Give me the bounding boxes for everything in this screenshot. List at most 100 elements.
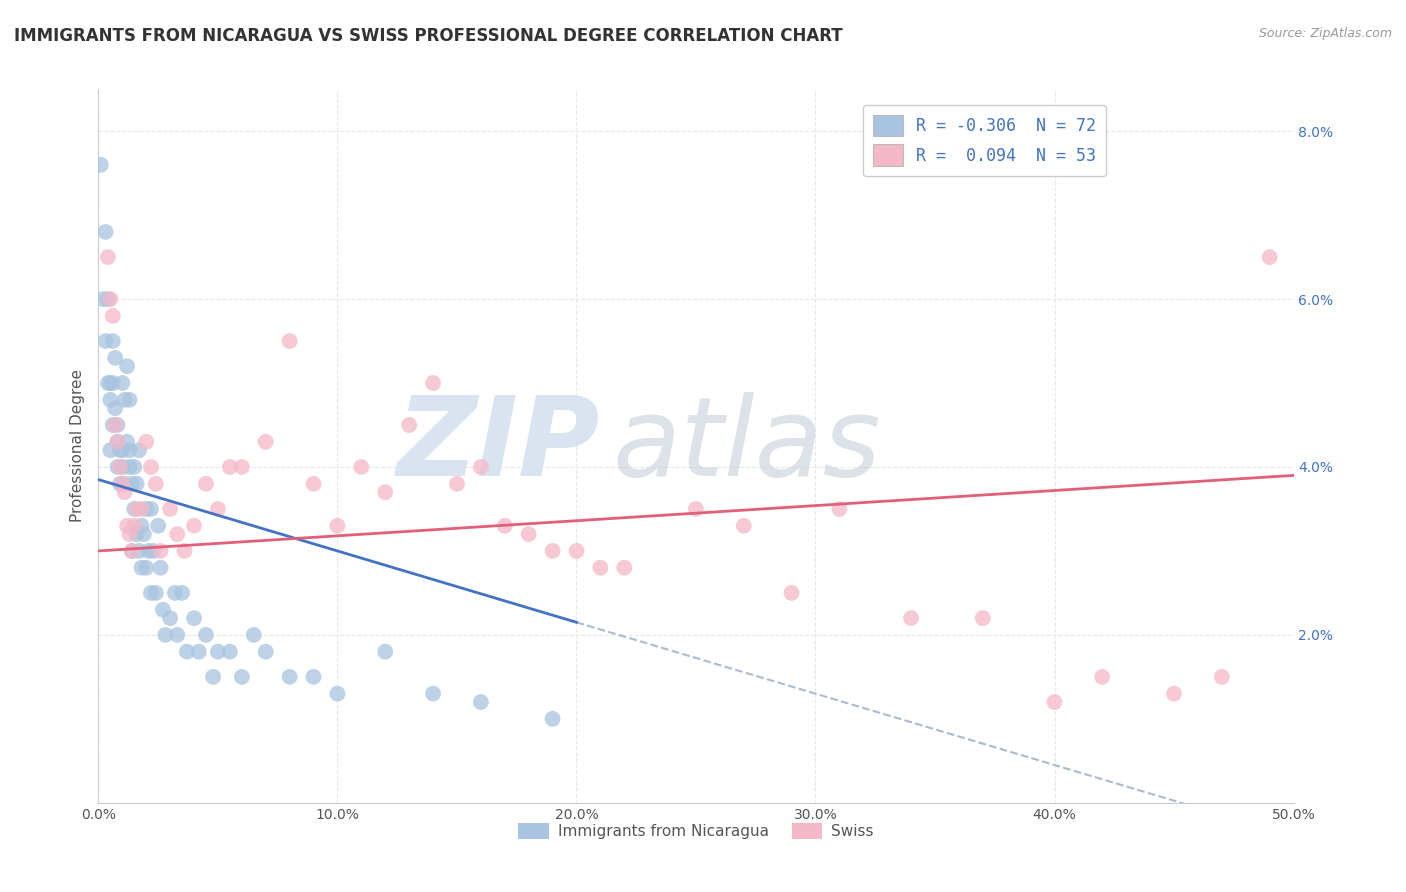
Point [231, 460, 253, 475]
Point [278, 670, 301, 684]
Point [183, 518, 205, 533]
Point [135, 502, 157, 516]
Point [114, 485, 136, 500]
Point [107, 434, 129, 449]
Point [104, 351, 127, 365]
Point [159, 502, 181, 516]
Point [135, 560, 157, 574]
Point [114, 476, 136, 491]
Point [195, 476, 218, 491]
Point [183, 611, 205, 625]
Point [139, 586, 162, 600]
Point [326, 518, 349, 533]
Y-axis label: Professional Degree: Professional Degree [69, 369, 84, 523]
Point [131, 518, 153, 533]
Point [374, 485, 396, 500]
Point [541, 712, 564, 726]
Point [97, 376, 120, 390]
Point [124, 518, 146, 533]
Point [131, 560, 153, 574]
Point [565, 544, 588, 558]
Point [104, 417, 127, 432]
Point [132, 527, 155, 541]
Point [195, 628, 218, 642]
Point [115, 434, 138, 449]
Point [1163, 687, 1185, 701]
Point [422, 687, 444, 701]
Point [422, 376, 444, 390]
Point [173, 544, 195, 558]
Point [398, 417, 420, 432]
Point [139, 502, 162, 516]
Point [900, 611, 922, 625]
Point [114, 392, 136, 407]
Point [125, 476, 148, 491]
Point [152, 603, 174, 617]
Point [517, 527, 540, 541]
Point [187, 645, 209, 659]
Point [166, 527, 188, 541]
Point [108, 476, 131, 491]
Point [494, 518, 516, 533]
Point [97, 292, 120, 306]
Point [125, 502, 148, 516]
Text: atlas: atlas [613, 392, 882, 500]
Point [780, 586, 803, 600]
Point [163, 586, 186, 600]
Point [98, 292, 122, 306]
Point [207, 502, 229, 516]
Point [98, 392, 122, 407]
Point [470, 460, 492, 475]
Point [101, 376, 124, 390]
Point [470, 695, 492, 709]
Point [131, 502, 153, 516]
Legend: Immigrants from Nicaragua, Swiss: Immigrants from Nicaragua, Swiss [512, 817, 880, 845]
Point [541, 544, 564, 558]
Point [121, 544, 143, 558]
Point [828, 502, 851, 516]
Point [155, 628, 177, 642]
Point [121, 544, 143, 558]
Point [446, 476, 468, 491]
Point [107, 460, 129, 475]
Point [128, 443, 150, 458]
Point [115, 518, 138, 533]
Point [202, 670, 225, 684]
Point [350, 460, 373, 475]
Point [91, 292, 114, 306]
Point [124, 502, 146, 516]
Point [118, 527, 141, 541]
Point [145, 586, 167, 600]
Point [1258, 250, 1281, 264]
Point [128, 544, 150, 558]
Point [118, 460, 141, 475]
Point [231, 670, 253, 684]
Point [118, 392, 141, 407]
Point [111, 460, 134, 475]
Point [149, 560, 172, 574]
Point [108, 460, 131, 475]
Point [111, 376, 134, 390]
Point [107, 417, 129, 432]
Point [613, 560, 636, 574]
Text: ZIP: ZIP [396, 392, 600, 500]
Point [1043, 695, 1066, 709]
Point [1091, 670, 1114, 684]
Point [254, 645, 277, 659]
Point [94, 334, 117, 348]
Point [121, 476, 143, 491]
Point [166, 628, 188, 642]
Point [125, 527, 148, 541]
Text: Source: ZipAtlas.com: Source: ZipAtlas.com [1258, 27, 1392, 40]
Point [176, 645, 198, 659]
Point [104, 401, 127, 416]
Point [243, 628, 266, 642]
Point [148, 518, 170, 533]
Point [733, 518, 755, 533]
Point [207, 645, 229, 659]
Point [219, 645, 242, 659]
Point [135, 434, 157, 449]
Point [111, 443, 134, 458]
Point [111, 476, 134, 491]
Point [302, 670, 325, 684]
